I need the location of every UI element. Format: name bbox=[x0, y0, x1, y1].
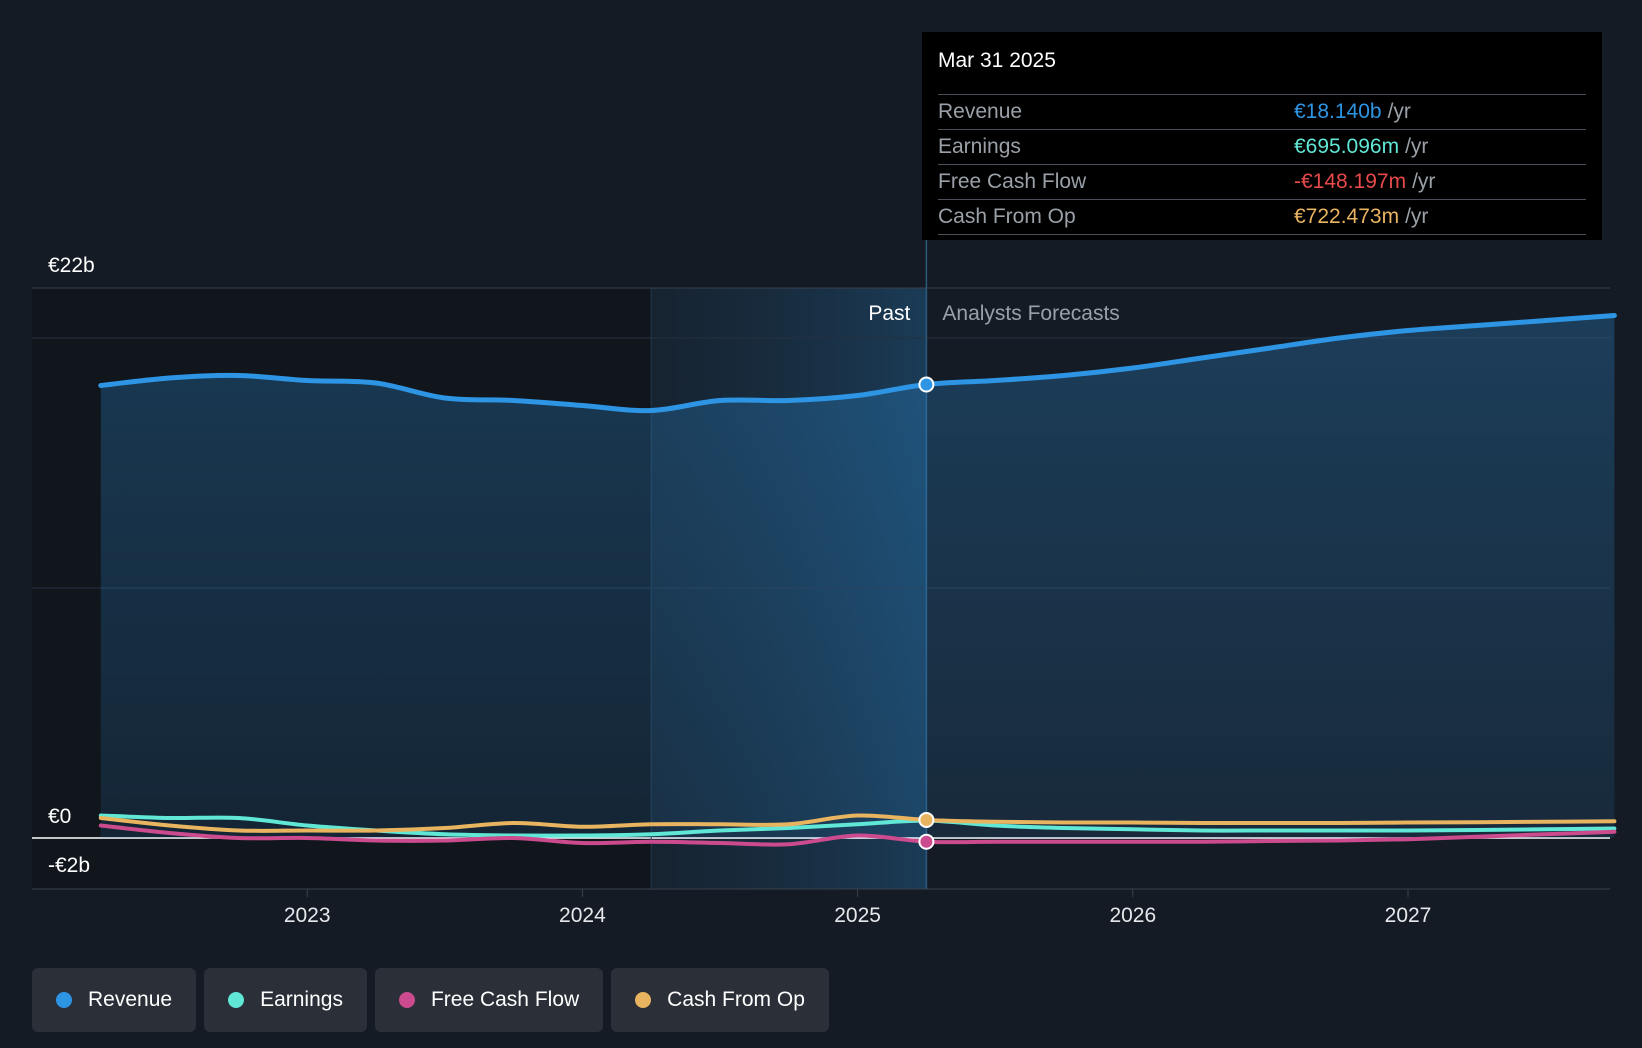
tooltip-value-number: €18.140b bbox=[1294, 100, 1382, 123]
tooltip-value: €722.473m/yr bbox=[1294, 200, 1428, 233]
tooltip-label: Earnings bbox=[938, 135, 1021, 158]
tooltip-unit: /yr bbox=[1412, 170, 1436, 193]
legend-dot-icon bbox=[398, 992, 415, 1008]
legend-label: Free Cash Flow bbox=[430, 988, 580, 1011]
highlight-point-cash-from-op bbox=[918, 811, 935, 828]
y-tick-label: €22b bbox=[48, 254, 95, 277]
tooltip-label: Cash From Op bbox=[938, 205, 1076, 228]
tooltip-value-number: -€148.197m bbox=[1294, 170, 1407, 193]
tooltip-label: Free Cash Flow bbox=[938, 170, 1087, 193]
tooltip-row-free-cash-flow: Free Cash Flow -€148.197m/yr bbox=[938, 165, 1586, 200]
series-line-cash-from-op bbox=[98, 813, 1617, 833]
tooltip-value-number: €695.096m bbox=[1294, 135, 1400, 158]
tooltip-row-revenue: Revenue €18.140b/yr bbox=[938, 95, 1586, 130]
y-tick-label: €0 bbox=[48, 805, 71, 828]
tooltip-unit: /yr bbox=[1387, 100, 1411, 123]
legend-dot-icon bbox=[56, 992, 72, 1008]
tooltip-value: €18.140b/yr bbox=[1294, 95, 1411, 128]
legend-label: Cash From Op bbox=[667, 988, 805, 1011]
x-tick-label: 2026 bbox=[1109, 904, 1156, 927]
legend-dot-icon bbox=[228, 992, 245, 1008]
tooltip-row-cash-from-op: Cash From Op €722.473m/yr bbox=[938, 200, 1586, 235]
tooltip: Mar 31 2025 Revenue €18.140b/yr Earnings… bbox=[922, 32, 1602, 240]
tooltip-unit: /yr bbox=[1405, 135, 1429, 158]
x-tick-label: 2027 bbox=[1385, 904, 1432, 927]
legend-item-cash-from-op[interactable]: Cash From Op bbox=[611, 968, 829, 1032]
highlight-point-revenue bbox=[918, 376, 935, 393]
tooltip-date: Mar 31 2025 bbox=[938, 46, 1586, 95]
legend-label: Earnings bbox=[260, 988, 343, 1011]
revenue-area bbox=[100, 315, 1615, 838]
forecast-label: Analysts Forecasts bbox=[942, 302, 1119, 325]
tooltip-row-earnings: Earnings €695.096m/yr bbox=[938, 130, 1586, 165]
legend-item-earnings[interactable]: Earnings bbox=[204, 968, 367, 1032]
tooltip-value: -€148.197m/yr bbox=[1294, 165, 1435, 198]
legend: Revenue Earnings Free Cash Flow Cash Fro… bbox=[32, 968, 829, 1032]
x-tick-label: 2024 bbox=[559, 904, 606, 927]
tooltip-value: €695.096m/yr bbox=[1294, 130, 1428, 163]
past-label: Past bbox=[868, 302, 910, 325]
series-line-free-cash-flow bbox=[98, 823, 1617, 847]
legend-dot-icon bbox=[635, 992, 652, 1008]
legend-item-free-cash-flow[interactable]: Free Cash Flow bbox=[374, 968, 604, 1032]
series-line-revenue bbox=[98, 313, 1617, 414]
highlight-point-free-cash-flow bbox=[918, 833, 935, 850]
tooltip-label: Revenue bbox=[938, 100, 1023, 123]
legend-label: Revenue bbox=[88, 988, 173, 1011]
x-tick-label: 2025 bbox=[834, 904, 881, 927]
x-tick-label: 2023 bbox=[284, 904, 331, 927]
tooltip-unit: /yr bbox=[1405, 205, 1429, 228]
tooltip-value-number: €722.473m bbox=[1294, 205, 1400, 228]
legend-item-revenue[interactable]: Revenue bbox=[32, 968, 197, 1032]
y-tick-label: -€2b bbox=[48, 854, 90, 877]
